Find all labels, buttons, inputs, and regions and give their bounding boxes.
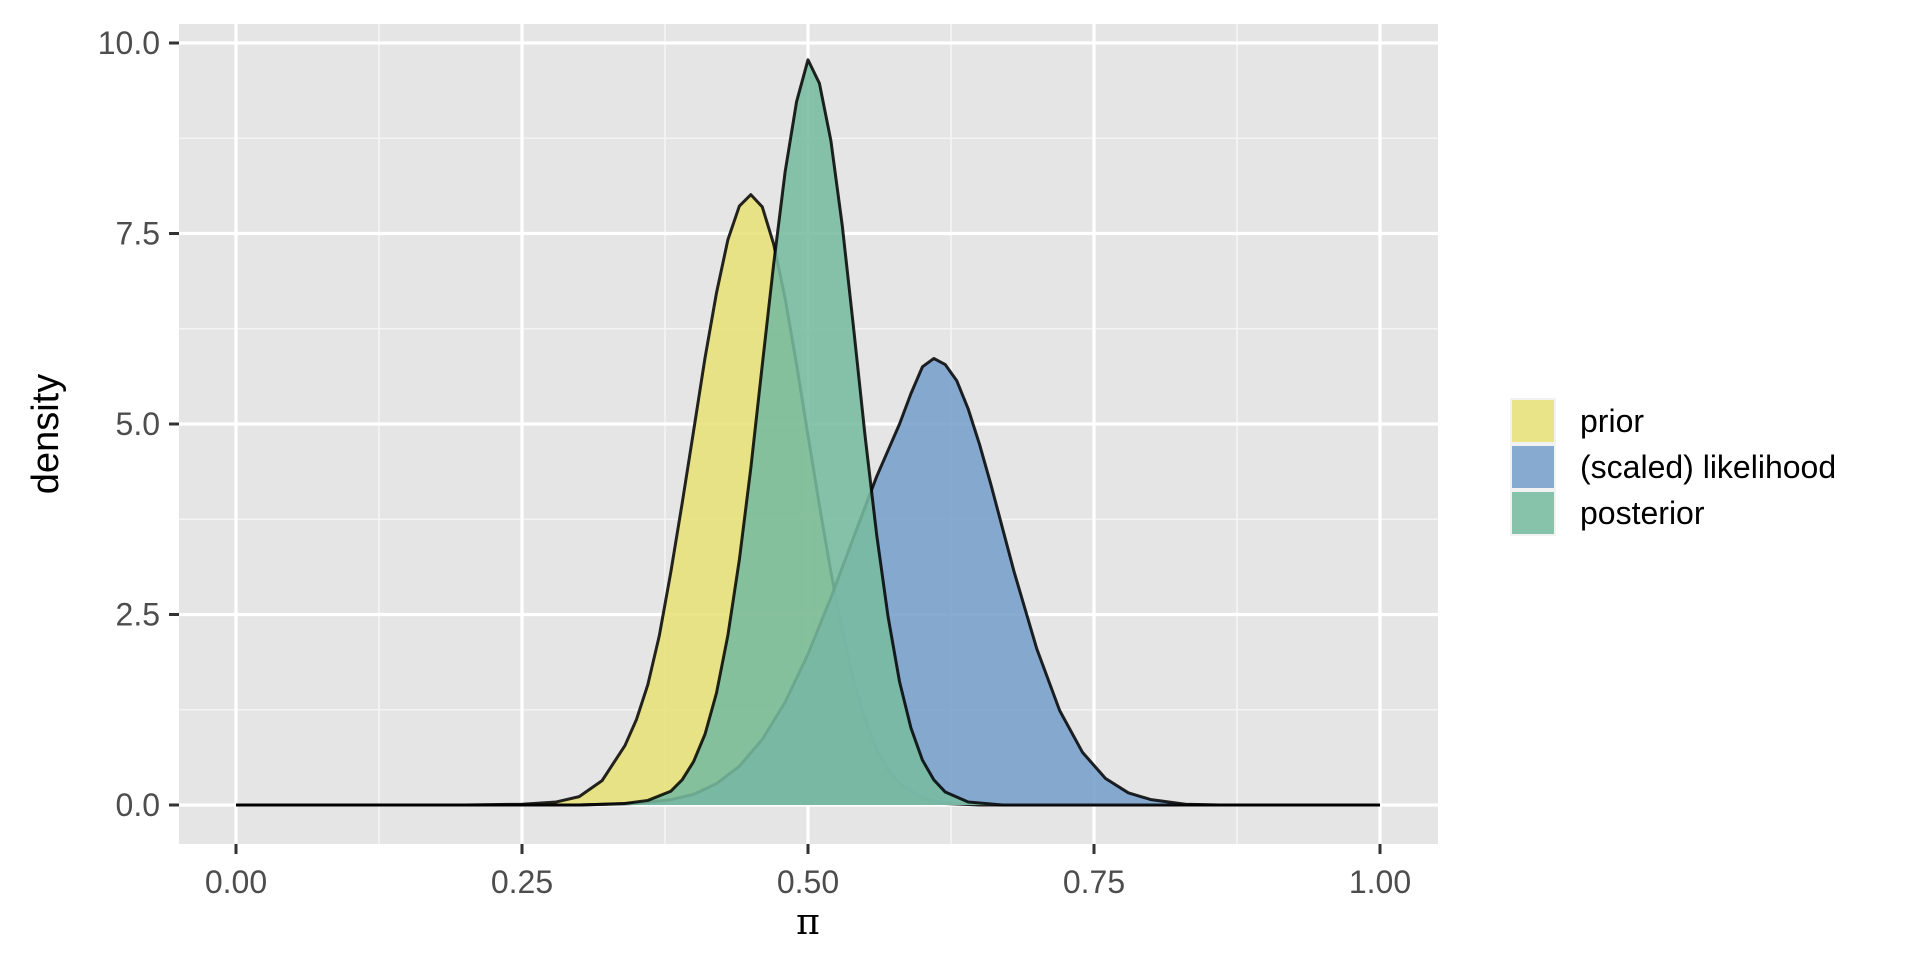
legend-swatch [1512, 492, 1554, 534]
x-tick-label: 0.50 [777, 864, 839, 900]
y-axis-title: density [25, 374, 67, 494]
legend-label: (scaled) likelihood [1580, 449, 1836, 485]
y-tick-label: 7.5 [116, 216, 160, 252]
legend: prior (scaled) likelihood posterior [1510, 398, 1836, 536]
legend-swatch [1512, 446, 1554, 488]
axes: 0.00 0.25 0.50 0.75 1.00 0.0 2.5 5.0 7.5 10.0 [98, 25, 1411, 900]
series-line-2 [236, 58, 1380, 807]
y-tick-label: 0.0 [116, 787, 160, 823]
y-tick-label: 10.0 [98, 25, 160, 61]
legend-label: prior [1580, 403, 1644, 439]
x-tick-label: 1.00 [1349, 864, 1411, 900]
y-tick-label: 5.0 [116, 406, 160, 442]
series-layer [236, 58, 1380, 807]
series-area-2 [236, 59, 1380, 805]
legend-swatch [1512, 400, 1554, 442]
legend-label: posterior [1580, 495, 1705, 531]
x-tick-label: 0.75 [1063, 864, 1125, 900]
y-tick-label: 2.5 [116, 597, 160, 633]
x-tick-label: 0.00 [205, 864, 267, 900]
x-tick-label: 0.25 [491, 864, 553, 900]
x-axis-title: π [796, 902, 820, 943]
